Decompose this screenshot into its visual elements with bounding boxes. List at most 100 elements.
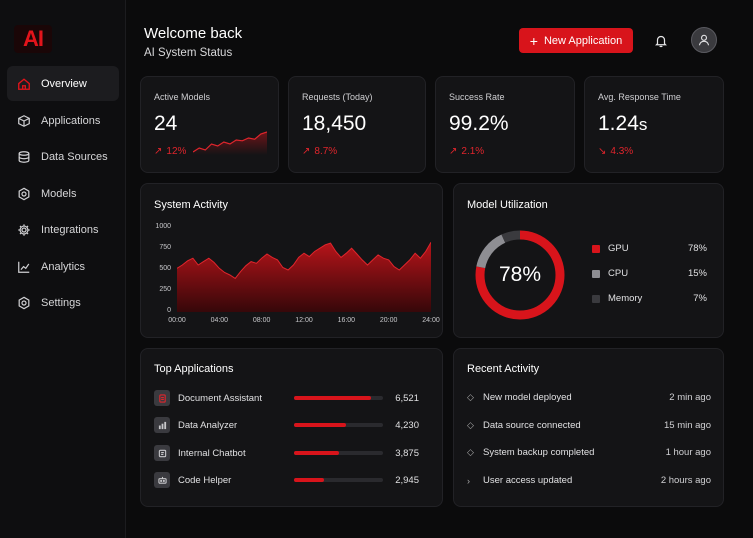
stat-label: Requests (Today) bbox=[302, 92, 373, 102]
legend-swatch bbox=[592, 294, 600, 303]
database-icon bbox=[17, 150, 31, 164]
sidebar-item-label: Overview bbox=[41, 77, 87, 90]
app-usage-bar bbox=[294, 451, 383, 455]
top-applications-card: Top Applications Document Assistant 6,52… bbox=[140, 348, 443, 507]
page-subtitle: AI System Status bbox=[144, 47, 233, 59]
arrow-up-icon: ↗ bbox=[449, 146, 458, 157]
legend-gpu: GPU 78% bbox=[592, 243, 707, 254]
sidebar-item-integrations[interactable]: Integrations bbox=[7, 212, 119, 247]
plus-icon: + bbox=[529, 32, 538, 49]
code-icon bbox=[154, 472, 170, 488]
sidebar-item-label: Applications bbox=[41, 114, 101, 127]
sidebar-item-analytics[interactable]: Analytics bbox=[7, 249, 119, 284]
card-title: System Activity bbox=[154, 199, 228, 211]
stat-change: ↗ 2.1% bbox=[449, 146, 485, 157]
stat-value: 1.24s bbox=[598, 112, 648, 135]
stat-change: ↗ 12% bbox=[154, 146, 187, 157]
stat-card-active-models: Active Models 24 ↗ 12% bbox=[140, 76, 279, 173]
page-title: Welcome back bbox=[144, 25, 243, 42]
line-series bbox=[177, 242, 431, 280]
y-tick-label: 750 bbox=[159, 244, 171, 251]
app-logo[interactable]: AI bbox=[14, 25, 52, 53]
arrow-up-icon: ↗ bbox=[154, 146, 163, 157]
card-title: Top Applications bbox=[154, 363, 234, 375]
diamond-icon: ◇ bbox=[467, 420, 474, 430]
model-utilization-card: Model Utilization 78% GPU 78% CPU 15% Me… bbox=[453, 183, 724, 338]
recent-activity-card: Recent Activity ◇ New model deployed 2 m… bbox=[453, 348, 724, 507]
sparkline bbox=[193, 131, 267, 155]
sidebar-item-overview[interactable]: Overview bbox=[7, 66, 119, 101]
activity-item[interactable]: ◇ System backup completed 1 hour ago bbox=[467, 447, 711, 458]
chat-icon bbox=[154, 445, 170, 461]
new-application-label: New Application bbox=[543, 34, 623, 47]
y-tick-label: 250 bbox=[159, 286, 171, 293]
y-tick-label: 1000 bbox=[155, 223, 171, 230]
legend-swatch bbox=[592, 244, 600, 253]
sidebar-item-label: Settings bbox=[41, 296, 81, 309]
activity-area-chart bbox=[177, 242, 431, 312]
sidebar-item-settings[interactable]: Settings bbox=[7, 285, 119, 320]
app-row-code-helper[interactable]: Code Helper 2,945 bbox=[154, 471, 419, 489]
system-activity-card: System Activity 1000 750 500 250 0 00:00 04:00… bbox=[140, 183, 443, 338]
hexagon-icon bbox=[17, 187, 31, 201]
stat-label: Avg. Response Time bbox=[598, 92, 681, 102]
avatar[interactable] bbox=[691, 27, 717, 53]
stat-label: Active Models bbox=[154, 92, 211, 102]
user-icon bbox=[698, 34, 710, 46]
stat-value: 24 bbox=[154, 112, 178, 135]
y-tick-label: 500 bbox=[159, 265, 171, 272]
stat-value: 18,450 bbox=[302, 112, 367, 135]
document-icon bbox=[154, 390, 170, 406]
app-usage-bar bbox=[294, 478, 383, 482]
y-tick-label: 0 bbox=[167, 307, 171, 314]
app-usage-bar bbox=[294, 396, 383, 400]
arrow-up-icon: ↗ bbox=[302, 146, 311, 157]
activity-item[interactable]: ◇ New model deployed 2 min ago bbox=[467, 392, 711, 403]
x-tick-label: 20:00 bbox=[379, 317, 398, 324]
gear-icon bbox=[17, 223, 31, 237]
arrow-down-icon: ↘ bbox=[598, 146, 607, 157]
stat-change: ↗ 8.7% bbox=[302, 146, 338, 157]
new-application-button[interactable]: + New Application bbox=[519, 28, 633, 53]
donut-center-value: 78% bbox=[498, 263, 542, 286]
stat-change: ↘ 4.3% bbox=[598, 146, 634, 157]
legend-memory: Memory 7% bbox=[592, 293, 707, 304]
gear-icon bbox=[17, 296, 31, 310]
stat-value: 99.2% bbox=[449, 112, 509, 135]
sidebar-item-applications[interactable]: Applications bbox=[7, 103, 119, 138]
diamond-icon: ◇ bbox=[467, 447, 474, 457]
x-tick-label: 16:00 bbox=[337, 317, 356, 324]
sidebar-item-label: Data Sources bbox=[41, 150, 108, 163]
x-tick-label: 00:00 bbox=[168, 317, 186, 324]
app-row-data-analyzer[interactable]: Data Analyzer 4,230 bbox=[154, 416, 419, 434]
home-icon bbox=[17, 77, 31, 91]
x-tick-label: 04:00 bbox=[210, 317, 229, 324]
stat-card-requests: Requests (Today) 18,450 ↗ 8.7% bbox=[288, 76, 426, 173]
sidebar-item-label: Analytics bbox=[41, 260, 86, 273]
sidebar: AI Overview Applications Data Sources Mo… bbox=[0, 0, 126, 538]
bell-icon[interactable] bbox=[650, 30, 672, 52]
x-tick-label: 12:00 bbox=[295, 317, 313, 324]
activity-item[interactable]: › User access updated 2 hours ago bbox=[467, 475, 711, 486]
legend-cpu: CPU 15% bbox=[592, 268, 707, 279]
stat-label: Success Rate bbox=[449, 92, 505, 102]
sidebar-item-label: Integrations bbox=[41, 223, 99, 236]
x-tick-label: 08:00 bbox=[252, 317, 271, 324]
area-series bbox=[177, 242, 431, 312]
app-usage-bar bbox=[294, 423, 383, 427]
x-tick-label: 24:00 bbox=[422, 317, 440, 324]
app-row-internal-chatbot[interactable]: Internal Chatbot 3,875 bbox=[154, 444, 419, 462]
utilization-donut bbox=[475, 230, 565, 320]
sidebar-item-data-sources[interactable]: Data Sources bbox=[7, 139, 119, 174]
card-title: Recent Activity bbox=[467, 363, 540, 375]
app-row-document-assistant[interactable]: Document Assistant 6,521 bbox=[154, 389, 419, 407]
card-title: Model Utilization bbox=[467, 199, 548, 211]
sidebar-item-models[interactable]: Models bbox=[7, 176, 119, 211]
activity-item[interactable]: ◇ Data source connected 15 min ago bbox=[467, 420, 711, 431]
chevron-right-icon: › bbox=[467, 475, 470, 486]
legend-swatch bbox=[592, 269, 600, 278]
diamond-icon: ◇ bbox=[467, 392, 474, 402]
donut-slice-memory bbox=[475, 230, 565, 320]
stat-card-response-time: Avg. Response Time 1.24s ↘ 4.3% bbox=[584, 76, 724, 173]
chart-icon bbox=[154, 417, 170, 433]
